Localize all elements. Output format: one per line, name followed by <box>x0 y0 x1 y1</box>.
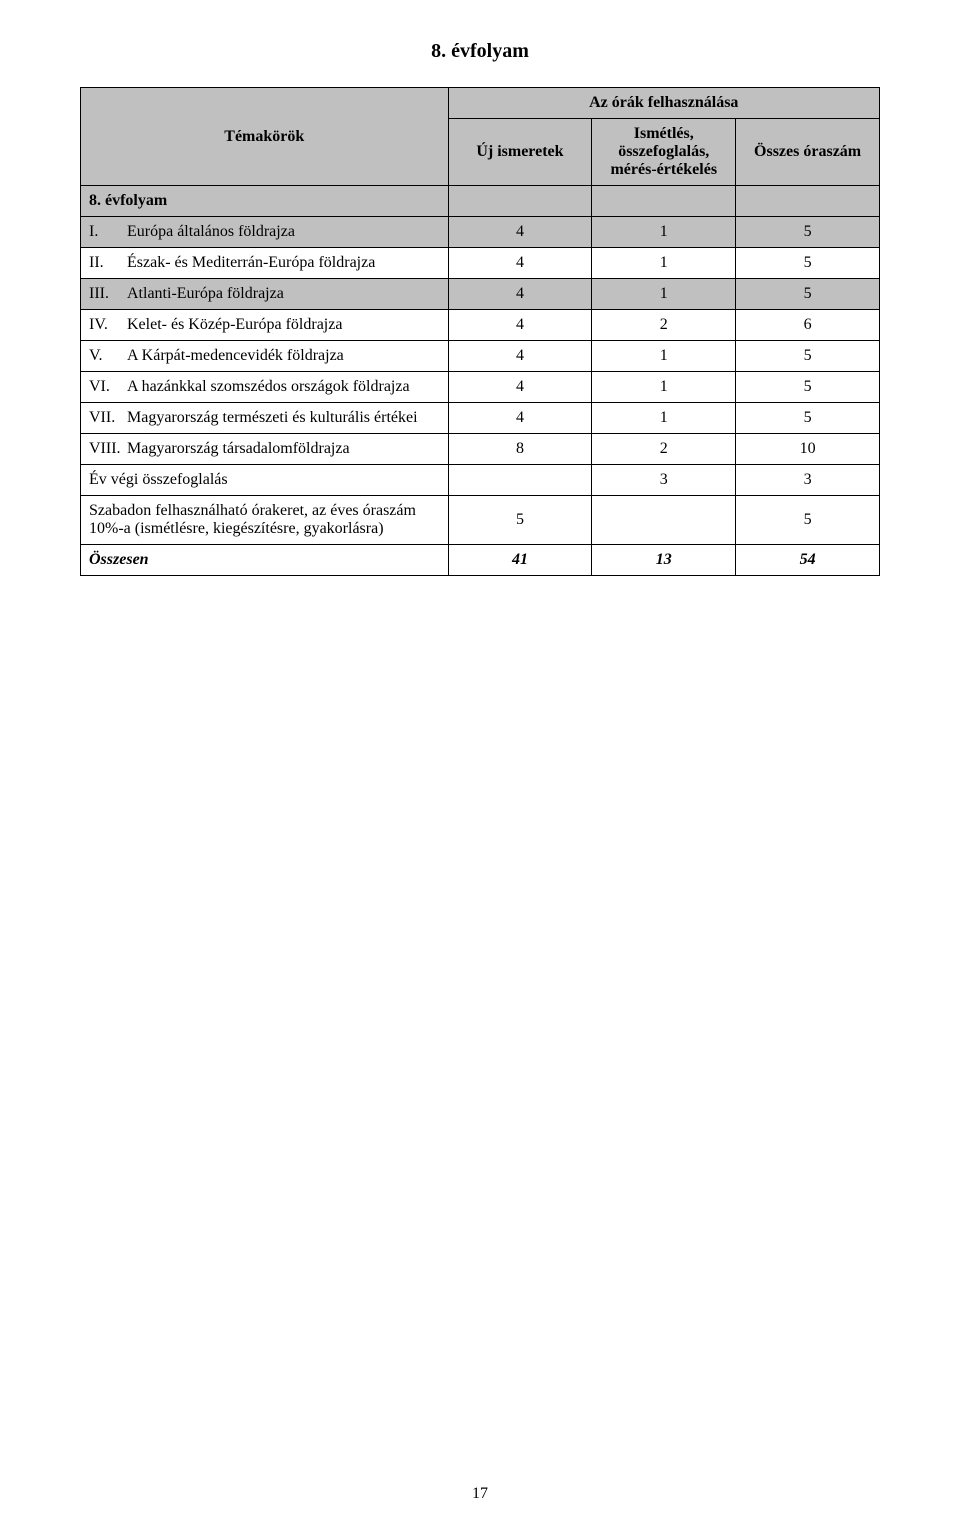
summary-label: Év végi összefoglalás <box>89 471 228 488</box>
row-c1: 4 <box>516 409 524 426</box>
row-label: Magyarország társadalomföldrajza <box>127 440 438 458</box>
total-c1: 41 <box>512 551 528 568</box>
total-c3: 54 <box>800 551 816 568</box>
row-roman: II. <box>89 254 123 272</box>
table-row: VIII. Magyarország társadalomföldrajza 8… <box>81 434 880 465</box>
row-c3: 10 <box>800 440 816 457</box>
row-roman: IV. <box>89 316 123 334</box>
table-header-row-1: Témakörök Az órák felhasználása <box>81 88 880 119</box>
row-label: A hazánkkal szomszédos országok földrajz… <box>127 378 438 396</box>
row-c1: 4 <box>516 285 524 302</box>
header-col1: Új ismeretek <box>476 143 563 160</box>
row-roman: VII. <box>89 409 123 427</box>
row-c1: 4 <box>516 254 524 271</box>
row-c3: 6 <box>804 316 812 333</box>
row-label: A Kárpát-medencevidék földrajza <box>127 347 438 365</box>
free-c3: 5 <box>804 511 812 528</box>
row-label: Európa általános földrajza <box>127 223 438 241</box>
page-number: 17 <box>0 1485 960 1503</box>
row-roman: V. <box>89 347 123 365</box>
summary-c2: 3 <box>660 471 668 488</box>
header-group: Az órák felhasználása <box>589 94 738 111</box>
row-c1: 4 <box>516 316 524 333</box>
free-row: Szabadon felhasználható órakeret, az éve… <box>81 496 880 545</box>
header-col0: Témakörök <box>224 128 304 145</box>
curriculum-table: Témakörök Az órák felhasználása Új ismer… <box>80 87 880 576</box>
row-c3: 5 <box>804 285 812 302</box>
row-roman: I. <box>89 223 123 241</box>
row-c1: 4 <box>516 347 524 364</box>
table-row: III. Atlanti-Európa földrajza 4 1 5 <box>81 279 880 310</box>
table-row: I. Európa általános földrajza 4 1 5 <box>81 217 880 248</box>
row-label: Kelet- és Közép-Európa földrajza <box>127 316 438 334</box>
free-c1: 5 <box>516 511 524 528</box>
total-label: Összesen <box>89 551 149 568</box>
row-c1: 4 <box>516 223 524 240</box>
free-label: Szabadon felhasználható órakeret, az éve… <box>89 502 416 537</box>
row-c2: 1 <box>660 378 668 395</box>
table-row: II. Észak- és Mediterrán-Európa földrajz… <box>81 248 880 279</box>
row-label: Atlanti-Európa földrajza <box>127 285 438 303</box>
row-c2: 1 <box>660 347 668 364</box>
table-row: V. A Kárpát-medencevidék földrajza 4 1 5 <box>81 341 880 372</box>
row-roman: III. <box>89 285 123 303</box>
row-roman: VI. <box>89 378 123 396</box>
section-label: 8. évfolyam <box>89 192 167 209</box>
total-c2: 13 <box>656 551 672 568</box>
row-c3: 5 <box>804 223 812 240</box>
row-c3: 5 <box>804 378 812 395</box>
row-roman: VIII. <box>89 440 123 458</box>
row-c3: 5 <box>804 347 812 364</box>
row-c1: 4 <box>516 378 524 395</box>
page-title: 8. évfolyam <box>80 40 880 63</box>
summary-c3: 3 <box>804 471 812 488</box>
row-c2: 2 <box>660 316 668 333</box>
row-c1: 8 <box>516 440 524 457</box>
row-c3: 5 <box>804 409 812 426</box>
table-row: VI. A hazánkkal szomszédos országok föld… <box>81 372 880 403</box>
row-c2: 1 <box>660 285 668 302</box>
row-c3: 5 <box>804 254 812 271</box>
summary-row: Év végi összefoglalás 3 3 <box>81 465 880 496</box>
row-c2: 1 <box>660 409 668 426</box>
row-c2: 2 <box>660 440 668 457</box>
table-row: VII. Magyarország természeti és kulturál… <box>81 403 880 434</box>
row-c2: 1 <box>660 254 668 271</box>
row-label: Magyarország természeti és kulturális ér… <box>127 409 438 427</box>
section-row: 8. évfolyam <box>81 186 880 217</box>
header-col2: Ismétlés, összefoglalás, mérés-értékelés <box>610 125 717 178</box>
table-row: IV. Kelet- és Közép-Európa földrajza 4 2… <box>81 310 880 341</box>
row-c2: 1 <box>660 223 668 240</box>
header-col3: Összes óraszám <box>754 143 861 160</box>
row-label: Észak- és Mediterrán-Európa földrajza <box>127 254 438 272</box>
total-row: Összesen 41 13 54 <box>81 545 880 576</box>
